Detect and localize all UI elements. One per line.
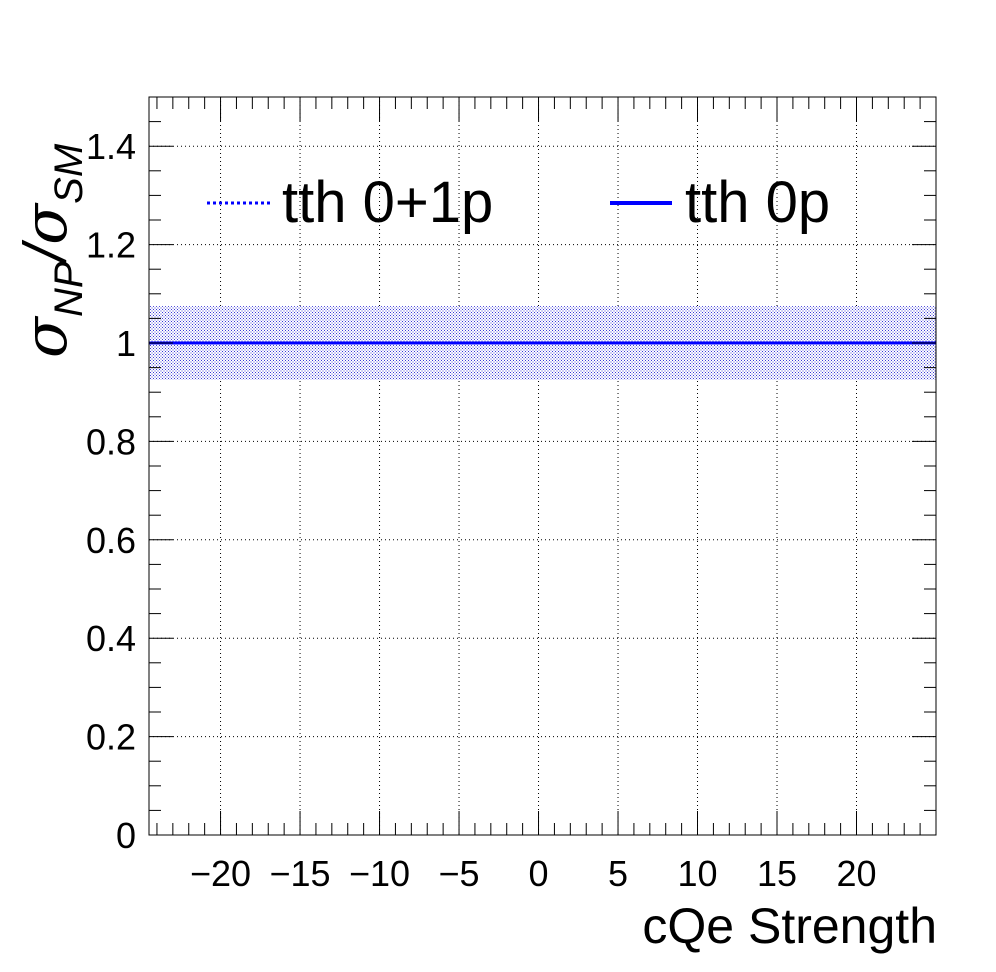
- y-tick-labels: 0 0.2 0.4 0.6 0.8 1 1.2 1.4: [86, 126, 136, 856]
- grid: [149, 97, 936, 835]
- y-axis-label: σNP/σSM: [11, 143, 91, 358]
- x-tick-label: 10: [677, 853, 717, 894]
- y-tick-label: 0.8: [86, 421, 136, 462]
- y-tick-label: 0: [116, 815, 136, 856]
- y-axis-label-np: NP: [47, 261, 91, 317]
- y-tick-label: 1.2: [86, 225, 136, 266]
- legend-label-tth-0-1p: tth 0+1p: [282, 170, 493, 235]
- x-tick-label: 15: [757, 853, 797, 894]
- x-tick-label: 0: [529, 853, 549, 894]
- x-tick-label: −20: [190, 853, 251, 894]
- x-tick-label: −15: [270, 853, 331, 894]
- y-tick-label: 0.2: [86, 717, 136, 758]
- y-axis-label-sigma-np: σ: [11, 315, 81, 358]
- y-tick-label: 1.4: [86, 126, 136, 167]
- x-tick-label: −10: [349, 853, 410, 894]
- y-tick-label: 0.6: [86, 520, 136, 561]
- axis-ticks: [149, 96, 937, 836]
- legend-label-tth-0p: tth 0p: [685, 170, 830, 235]
- x-tick-label: −5: [439, 853, 480, 894]
- y-tick-label: 1: [116, 323, 136, 364]
- y-axis-label-sm: SM: [47, 143, 91, 204]
- x-tick-label: 20: [836, 853, 876, 894]
- y-tick-label: 0.4: [86, 618, 136, 659]
- x-tick-labels: −20 −15 −10 −5 0 5 10 15 20: [190, 853, 877, 894]
- y-axis-label-sigma-sm: σ: [11, 202, 81, 245]
- x-axis-label: cQe Strength: [642, 898, 937, 954]
- legend: tth 0+1p tth 0p: [207, 170, 830, 235]
- x-tick-label: 5: [608, 853, 628, 894]
